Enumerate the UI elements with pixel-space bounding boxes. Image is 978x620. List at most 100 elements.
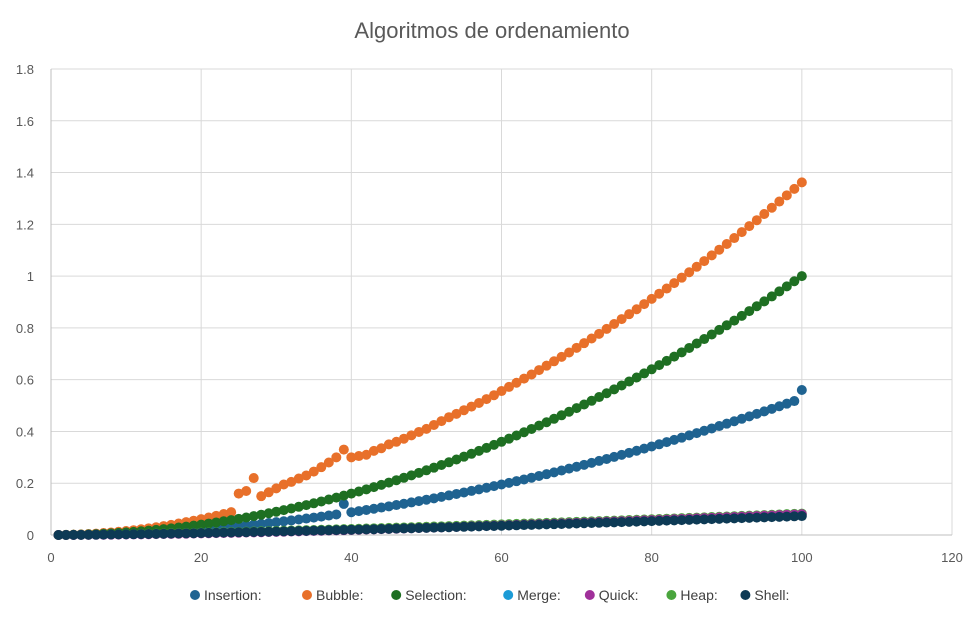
data-point — [488, 390, 499, 401]
data-point — [736, 227, 747, 238]
data-point — [203, 527, 214, 538]
legend-item: Selection: — [391, 587, 467, 603]
data-point — [316, 496, 327, 507]
data-point — [706, 423, 717, 434]
data-point — [564, 406, 575, 417]
data-point — [586, 518, 597, 529]
data-point — [624, 516, 635, 527]
data-point — [661, 515, 672, 526]
data-point — [368, 445, 379, 456]
data-point — [406, 497, 417, 508]
data-point — [781, 281, 792, 292]
data-point — [556, 351, 567, 362]
data-point — [661, 437, 672, 448]
data-point — [601, 323, 612, 334]
data-point — [263, 508, 274, 519]
legend: Insertion: Bubble: Selection: Merge: Quick: H… — [190, 587, 789, 603]
data-point — [504, 433, 515, 444]
data-point — [226, 507, 237, 518]
data-point — [331, 492, 342, 503]
data-point — [511, 520, 522, 531]
data-point — [729, 513, 740, 524]
data-point — [616, 380, 627, 391]
data-point — [316, 525, 327, 536]
data-point — [504, 520, 515, 531]
series-shell — [53, 511, 807, 540]
data-point — [271, 506, 282, 517]
data-point — [458, 405, 469, 416]
data-point — [308, 498, 319, 509]
data-point — [248, 519, 259, 530]
legend-marker — [391, 590, 402, 600]
data-point — [338, 524, 349, 535]
data-point — [331, 509, 342, 520]
data-point — [473, 397, 484, 408]
data-point — [571, 518, 582, 529]
data-point — [729, 416, 740, 427]
data-point — [451, 488, 462, 499]
data-point — [301, 500, 312, 511]
data-point — [256, 509, 267, 520]
data-point — [436, 416, 447, 427]
data-point — [691, 338, 702, 349]
x-tick-label: 120 — [941, 550, 963, 565]
data-point — [331, 525, 342, 536]
data-point — [699, 514, 710, 525]
data-point — [766, 512, 777, 523]
data-point — [248, 511, 259, 522]
data-point — [796, 511, 807, 522]
data-point — [631, 372, 642, 383]
data-point — [736, 413, 747, 424]
data-point — [301, 525, 312, 536]
data-point — [113, 529, 124, 540]
y-tick-label: 0 — [27, 528, 34, 543]
data-point — [413, 523, 424, 534]
data-point — [789, 511, 800, 522]
data-point — [451, 408, 462, 419]
data-point — [601, 388, 612, 399]
data-point — [361, 504, 372, 515]
data-point — [781, 398, 792, 409]
x-tick-label: 80 — [644, 550, 658, 565]
data-point — [413, 496, 424, 507]
data-point — [293, 526, 304, 537]
data-point — [196, 519, 207, 530]
data-point — [353, 506, 364, 517]
data-point — [759, 512, 770, 523]
data-point — [196, 528, 207, 539]
data-point — [654, 288, 665, 299]
data-point — [766, 202, 777, 213]
data-point — [609, 319, 620, 330]
data-point — [661, 355, 672, 366]
y-tick-label: 1.4 — [16, 166, 34, 181]
legend-label: Shell: — [754, 587, 789, 603]
data-point — [91, 529, 102, 540]
legend-marker — [503, 590, 514, 600]
data-point — [766, 291, 777, 302]
data-point — [541, 469, 552, 480]
data-point — [376, 502, 387, 513]
data-point — [729, 315, 740, 326]
data-point — [316, 462, 327, 473]
legend-label: Selection: — [405, 587, 466, 603]
data-point — [308, 466, 319, 477]
data-point — [774, 511, 785, 522]
data-point — [481, 394, 492, 405]
data-point — [158, 528, 169, 539]
data-point — [391, 523, 402, 534]
data-point — [654, 360, 665, 371]
data-point — [519, 474, 530, 485]
data-point — [639, 516, 650, 527]
data-point — [233, 527, 244, 538]
data-point — [526, 472, 537, 483]
legend-item: Merge: — [503, 587, 561, 603]
data-point — [323, 457, 334, 468]
data-point — [781, 511, 792, 522]
data-point — [241, 527, 252, 538]
data-point — [256, 526, 267, 537]
data-point — [226, 527, 237, 538]
data-point — [173, 528, 184, 539]
data-point — [248, 473, 259, 484]
data-point — [669, 515, 680, 526]
